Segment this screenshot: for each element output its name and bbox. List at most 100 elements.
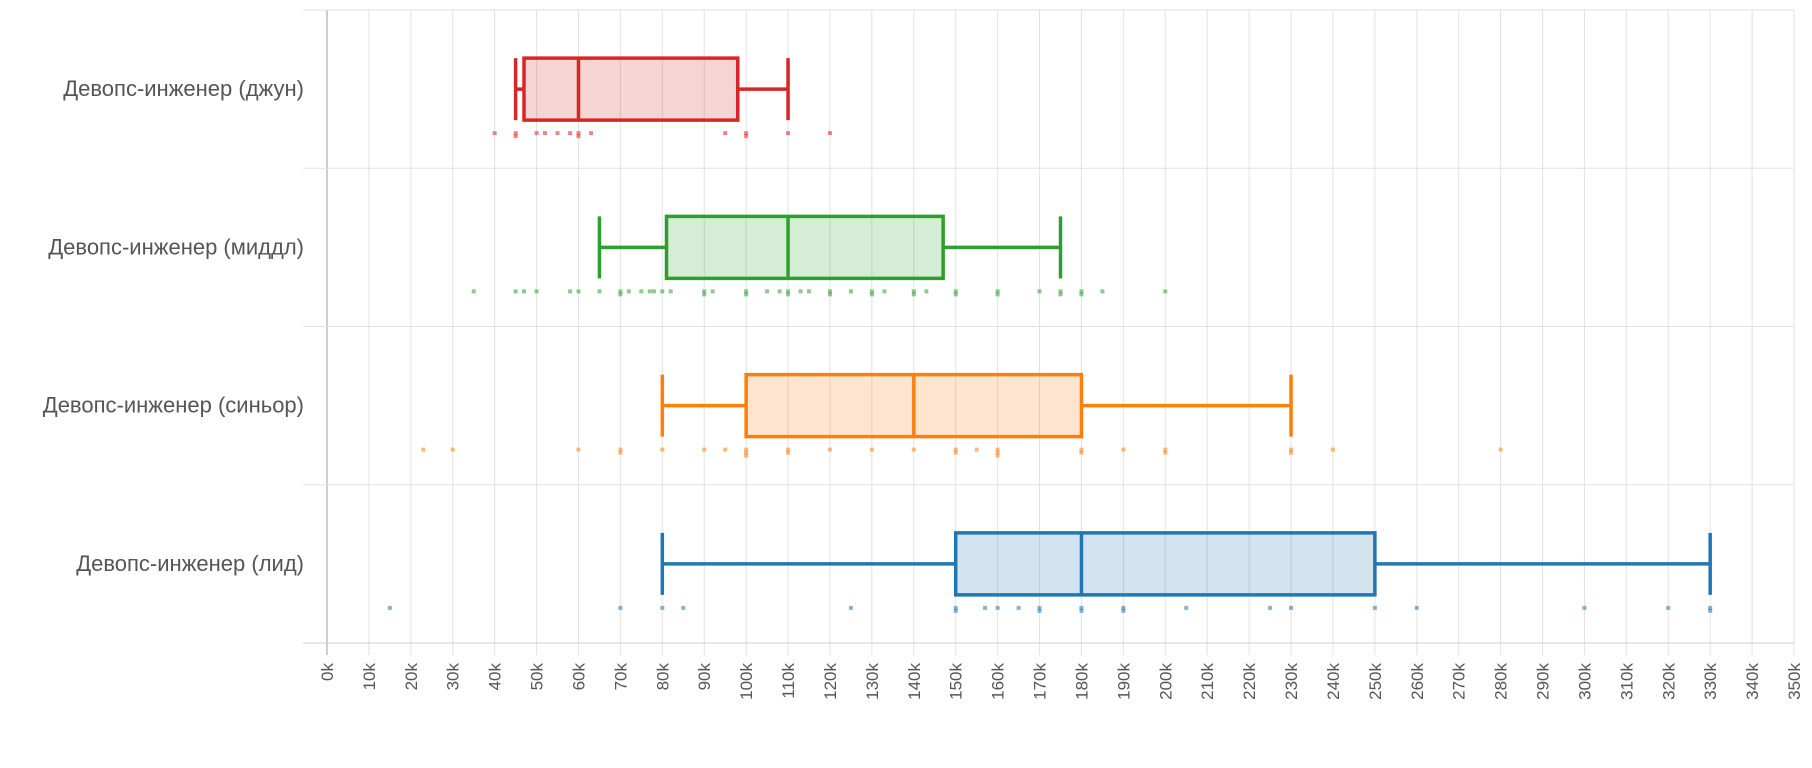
x-tick-label: 180k	[1072, 663, 1091, 700]
category-label: Девопс-инженер (миддл)	[48, 234, 304, 259]
x-tick-label: 190k	[1114, 663, 1133, 700]
data-point	[589, 131, 594, 136]
x-tick-label: 300k	[1575, 663, 1594, 700]
data-point	[513, 131, 518, 136]
data-point	[882, 289, 887, 294]
data-point	[626, 289, 631, 294]
data-point	[953, 605, 958, 610]
data-point	[1037, 605, 1042, 610]
x-tick-label: 240k	[1324, 663, 1343, 700]
x-tick-label: 320k	[1659, 663, 1678, 700]
data-point	[827, 289, 832, 294]
data-point	[387, 605, 392, 610]
x-tick-label: 80k	[653, 663, 672, 691]
data-point	[807, 289, 812, 294]
x-tick-label: 350k	[1785, 663, 1804, 700]
data-point	[744, 134, 749, 139]
x-tick-label: 340k	[1743, 663, 1762, 700]
x-tick-label: 270k	[1450, 663, 1469, 700]
data-point	[576, 134, 581, 139]
data-point	[450, 447, 455, 452]
data-point	[555, 131, 560, 136]
data-point	[618, 289, 623, 294]
x-tick-label: 90k	[695, 663, 714, 691]
data-point	[1289, 447, 1294, 452]
data-point	[827, 447, 832, 452]
data-point	[1121, 608, 1126, 613]
data-point	[1079, 605, 1084, 610]
data-point	[513, 134, 518, 139]
data-point	[1330, 447, 1335, 452]
x-tick-label: 230k	[1282, 663, 1301, 700]
x-tick-label: 110k	[779, 663, 798, 699]
data-point	[1037, 289, 1042, 294]
x-tick-label: 140k	[905, 663, 924, 700]
data-point	[1163, 289, 1168, 294]
data-point	[618, 605, 623, 610]
data-point	[1100, 289, 1105, 294]
data-point	[668, 289, 673, 294]
data-point	[1582, 605, 1587, 610]
data-point	[471, 289, 476, 294]
category-label: Девопс-инженер (синьор)	[43, 393, 304, 418]
x-tick-label: 70k	[611, 663, 630, 691]
data-point	[786, 292, 791, 297]
data-point	[786, 131, 791, 136]
x-tick-label: 10k	[360, 663, 379, 691]
data-point	[798, 289, 803, 294]
x-tick-label: 210k	[1198, 663, 1217, 700]
data-point	[1121, 605, 1126, 610]
data-point	[848, 289, 853, 294]
data-point	[568, 131, 573, 136]
data-point	[651, 289, 656, 294]
data-point	[542, 131, 547, 136]
data-point	[1414, 605, 1419, 610]
data-point	[953, 289, 958, 294]
x-tick-label: 40k	[486, 663, 505, 691]
data-point	[723, 131, 728, 136]
x-tick-label: 20k	[402, 663, 421, 691]
data-point	[777, 289, 782, 294]
data-point	[953, 447, 958, 452]
data-point	[1079, 289, 1084, 294]
data-point	[1163, 450, 1168, 455]
x-tick-label: 200k	[1156, 663, 1175, 700]
data-point	[1079, 450, 1084, 455]
data-point	[702, 447, 707, 452]
data-point	[765, 289, 770, 294]
data-point	[618, 450, 623, 455]
data-point	[534, 289, 539, 294]
x-tick-label: 160k	[989, 663, 1008, 700]
data-point	[911, 292, 916, 297]
data-point	[1079, 608, 1084, 613]
data-point	[710, 289, 715, 294]
data-point	[660, 289, 665, 294]
data-point	[576, 289, 581, 294]
data-point	[1289, 605, 1294, 610]
data-point	[1121, 447, 1126, 452]
data-point	[995, 453, 1000, 458]
data-point	[521, 289, 526, 294]
data-point	[1016, 605, 1021, 610]
data-point	[1666, 605, 1671, 610]
iqr-box	[953, 531, 1377, 597]
x-tick-label: 60k	[569, 663, 588, 691]
data-point	[983, 605, 988, 610]
data-point	[744, 289, 749, 294]
x-tick-label: 170k	[1031, 663, 1050, 700]
data-point	[953, 292, 958, 297]
data-point	[513, 289, 518, 294]
data-point	[1372, 605, 1377, 610]
data-point	[827, 292, 832, 297]
data-point	[924, 289, 929, 294]
data-point	[1079, 447, 1084, 452]
x-tick-label: 0k	[318, 663, 337, 681]
x-tick-label: 290k	[1534, 663, 1553, 700]
data-point	[786, 447, 791, 452]
data-point	[1289, 450, 1294, 455]
data-point	[660, 447, 665, 452]
data-point	[869, 292, 874, 297]
x-tick-label: 310k	[1617, 663, 1636, 700]
data-point	[744, 131, 749, 136]
